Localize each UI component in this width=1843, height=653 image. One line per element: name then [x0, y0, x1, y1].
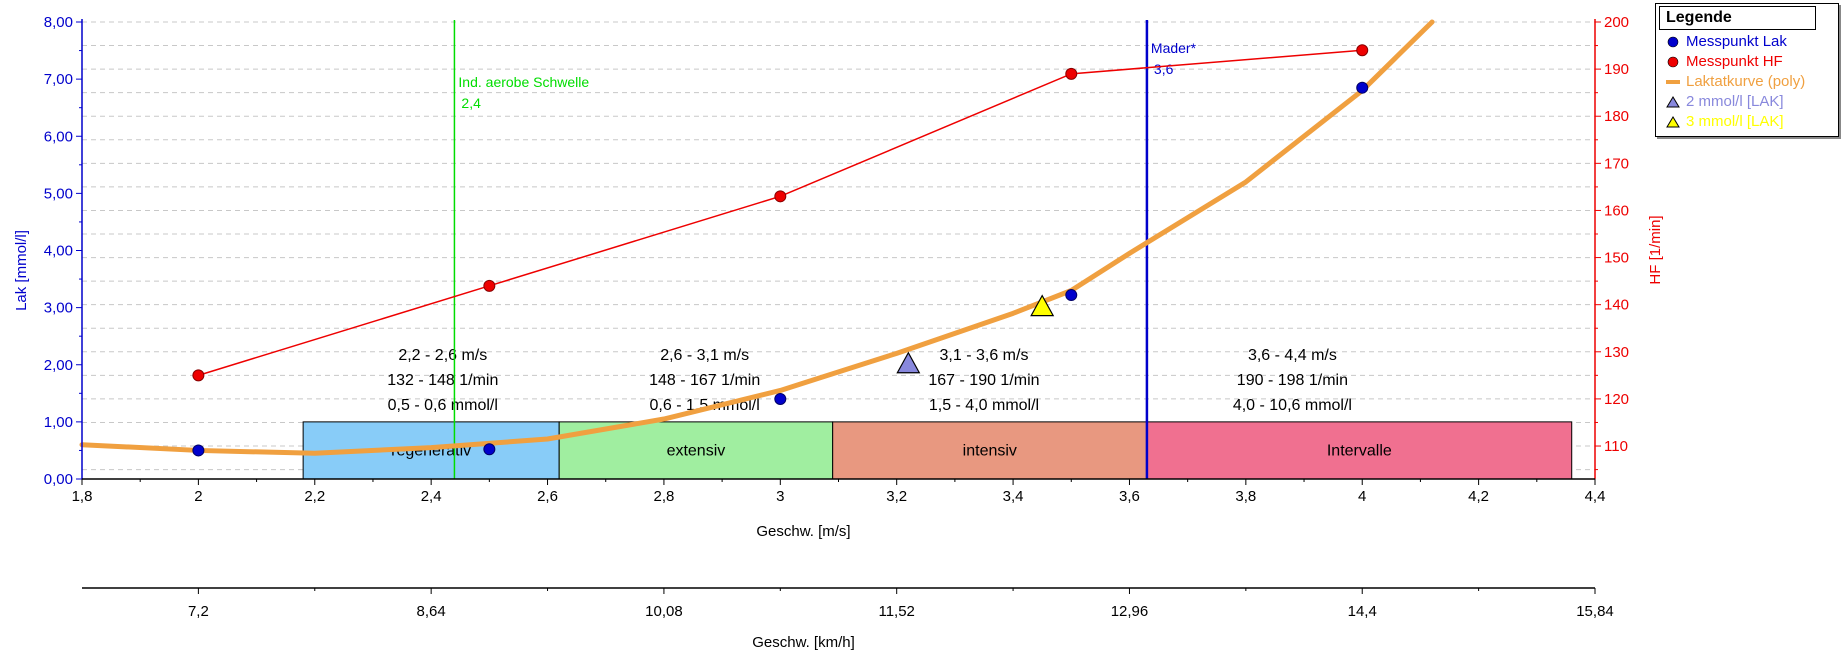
y-left-tick-label: 2,00 [44, 357, 73, 374]
x-tick-label: 3,4 [1003, 488, 1024, 505]
legend-triangle-icon [1666, 116, 1680, 128]
legend-item-label: Laktatkurve (poly) [1686, 73, 1806, 90]
y-left-tick-label: 8,00 [44, 14, 73, 31]
x-tick-label: 2,4 [421, 488, 442, 505]
marker-1-2 [774, 190, 787, 203]
y-right-tick-label: 120 [1604, 391, 1629, 408]
legend-circle-icon [1667, 36, 1679, 48]
zone-info-3-line-0: 3,6 - 4,4 m/s [1248, 347, 1337, 364]
zone-label-3: Intervalle [1327, 442, 1392, 459]
x2-tick-label: 7,2 [188, 603, 209, 620]
legend-item-3: 2 mmol/l [LAK] [1656, 92, 1838, 112]
x-tick-label: 2,8 [653, 488, 674, 505]
x2-axis-title: Geschw. [km/h] [752, 634, 855, 651]
y-left-tick-label: 0,00 [44, 471, 73, 488]
zone-info-2-line-1: 167 - 190 1/min [928, 372, 1039, 389]
legend-item-label: 3 mmol/l [LAK] [1686, 113, 1784, 130]
x-tick-label: 1,8 [72, 488, 93, 505]
zone-info-2-line-2: 1,5 - 4,0 mmol/l [929, 397, 1039, 414]
legend-item-0: Messpunkt Lak [1656, 32, 1838, 52]
y-left-tick-label: 6,00 [44, 128, 73, 145]
y-right-tick-label: 150 [1604, 250, 1629, 267]
x-tick-label: 4 [1358, 488, 1366, 505]
x-tick-label: 2 [194, 488, 202, 505]
y-right-tick-label: 110 [1604, 438, 1628, 455]
zone-label-1: extensiv [667, 442, 726, 459]
zone-info-0-line-1: 132 - 148 1/min [387, 372, 498, 389]
x2-tick-label: 8,64 [417, 603, 446, 620]
zone-info-3-line-1: 190 - 198 1/min [1237, 372, 1348, 389]
y-left-tick-label: 5,00 [44, 185, 73, 202]
zone-info-1-line-1: 148 - 167 1/min [649, 372, 760, 389]
marker-0-2 [774, 393, 787, 406]
x2-tick-label: 14,4 [1348, 603, 1377, 620]
zone-info-0-line-0: 2,2 - 2,6 m/s [398, 347, 487, 364]
legend-item-1: Messpunkt HF [1656, 52, 1838, 72]
lactate-curve [79, 19, 1435, 456]
y-left-tick-label: 4,00 [44, 243, 73, 260]
zone-box-2 [832, 421, 1148, 480]
y-right-tick-label: 200 [1604, 14, 1629, 31]
x-tick-label: 3 [776, 488, 784, 505]
marker-4-0 [1030, 294, 1055, 317]
x2-tick-label: 15,84 [1576, 603, 1614, 620]
legend-circle-icon [1667, 56, 1679, 68]
marker-0-4 [1356, 81, 1369, 94]
marker-1-1 [483, 279, 496, 292]
y-right-tick-label: 180 [1604, 108, 1629, 125]
y-left-tick-label: 7,00 [44, 71, 73, 88]
x2-tick-label: 11,52 [878, 603, 914, 620]
x-tick-label: 4,4 [1585, 488, 1606, 505]
marker-0-0 [192, 444, 205, 457]
x2-tick-label: 12,96 [1111, 603, 1149, 620]
marker-0-3 [1065, 289, 1078, 302]
x-tick-label: 3,2 [886, 488, 907, 505]
zone-info-0-line-2: 0,5 - 0,6 mmol/l [388, 397, 498, 414]
marker-1-0 [192, 369, 205, 382]
y-right-tick-label: 190 [1604, 61, 1629, 78]
x-axis-title: Geschw. [m/s] [756, 523, 850, 540]
y-left-axis-title: Lak [mmol/l] [13, 230, 30, 311]
legend-item-label: Messpunkt Lak [1686, 33, 1787, 50]
threshold-label-1: Mader* [1151, 40, 1197, 56]
legend-item-label: Messpunkt HF [1686, 53, 1783, 70]
y-right-axis-title: HF [1/min] [1647, 215, 1664, 284]
marker-0-1 [483, 443, 496, 456]
x2-tick-label: 10,08 [645, 603, 683, 620]
legend-item-4: 3 mmol/l [LAK] [1656, 112, 1838, 132]
zone-label-2: intensiv [963, 442, 1017, 459]
y-left-tick-label: 1,00 [44, 414, 73, 431]
legend-triangle-icon [1666, 96, 1680, 108]
zone-info-1-line-0: 2,6 - 3,1 m/s [660, 347, 749, 364]
hf-line [198, 49, 1363, 377]
x-tick-label: 2,6 [537, 488, 558, 505]
y-left-tick-label: 3,00 [44, 300, 73, 317]
legend: Legende Messpunkt Lak Messpunkt HF Laktatk… [1655, 3, 1839, 137]
threshold-value-1: 3,6 [1154, 61, 1174, 77]
x-tick-label: 3,6 [1119, 488, 1140, 505]
threshold-value-0: 2,4 [461, 95, 481, 111]
x-tick-label: 4,2 [1468, 488, 1489, 505]
marker-1-4 [1356, 44, 1369, 57]
y-right-tick-label: 130 [1604, 344, 1629, 361]
marker-1-3 [1065, 67, 1078, 80]
legend-title: Legende [1659, 6, 1816, 30]
x-tick-label: 2,2 [304, 488, 325, 505]
marker-3-0 [896, 351, 921, 374]
y-right-tick-label: 140 [1604, 297, 1629, 314]
threshold-label-0: Ind. aerobe Schwelle [458, 74, 589, 90]
y-right-tick-label: 170 [1604, 155, 1629, 172]
zone-info-2-line-0: 3,1 - 3,6 m/s [940, 347, 1029, 364]
y-right-tick-label: 160 [1604, 202, 1629, 219]
legend-item-2: Laktatkurve (poly) [1656, 72, 1838, 92]
legend-item-label: 2 mmol/l [LAK] [1686, 93, 1784, 110]
zone-info-3-line-2: 4,0 - 10,6 mmol/l [1233, 397, 1352, 414]
x-tick-label: 3,8 [1235, 488, 1256, 505]
legend-line-icon [1666, 80, 1680, 85]
